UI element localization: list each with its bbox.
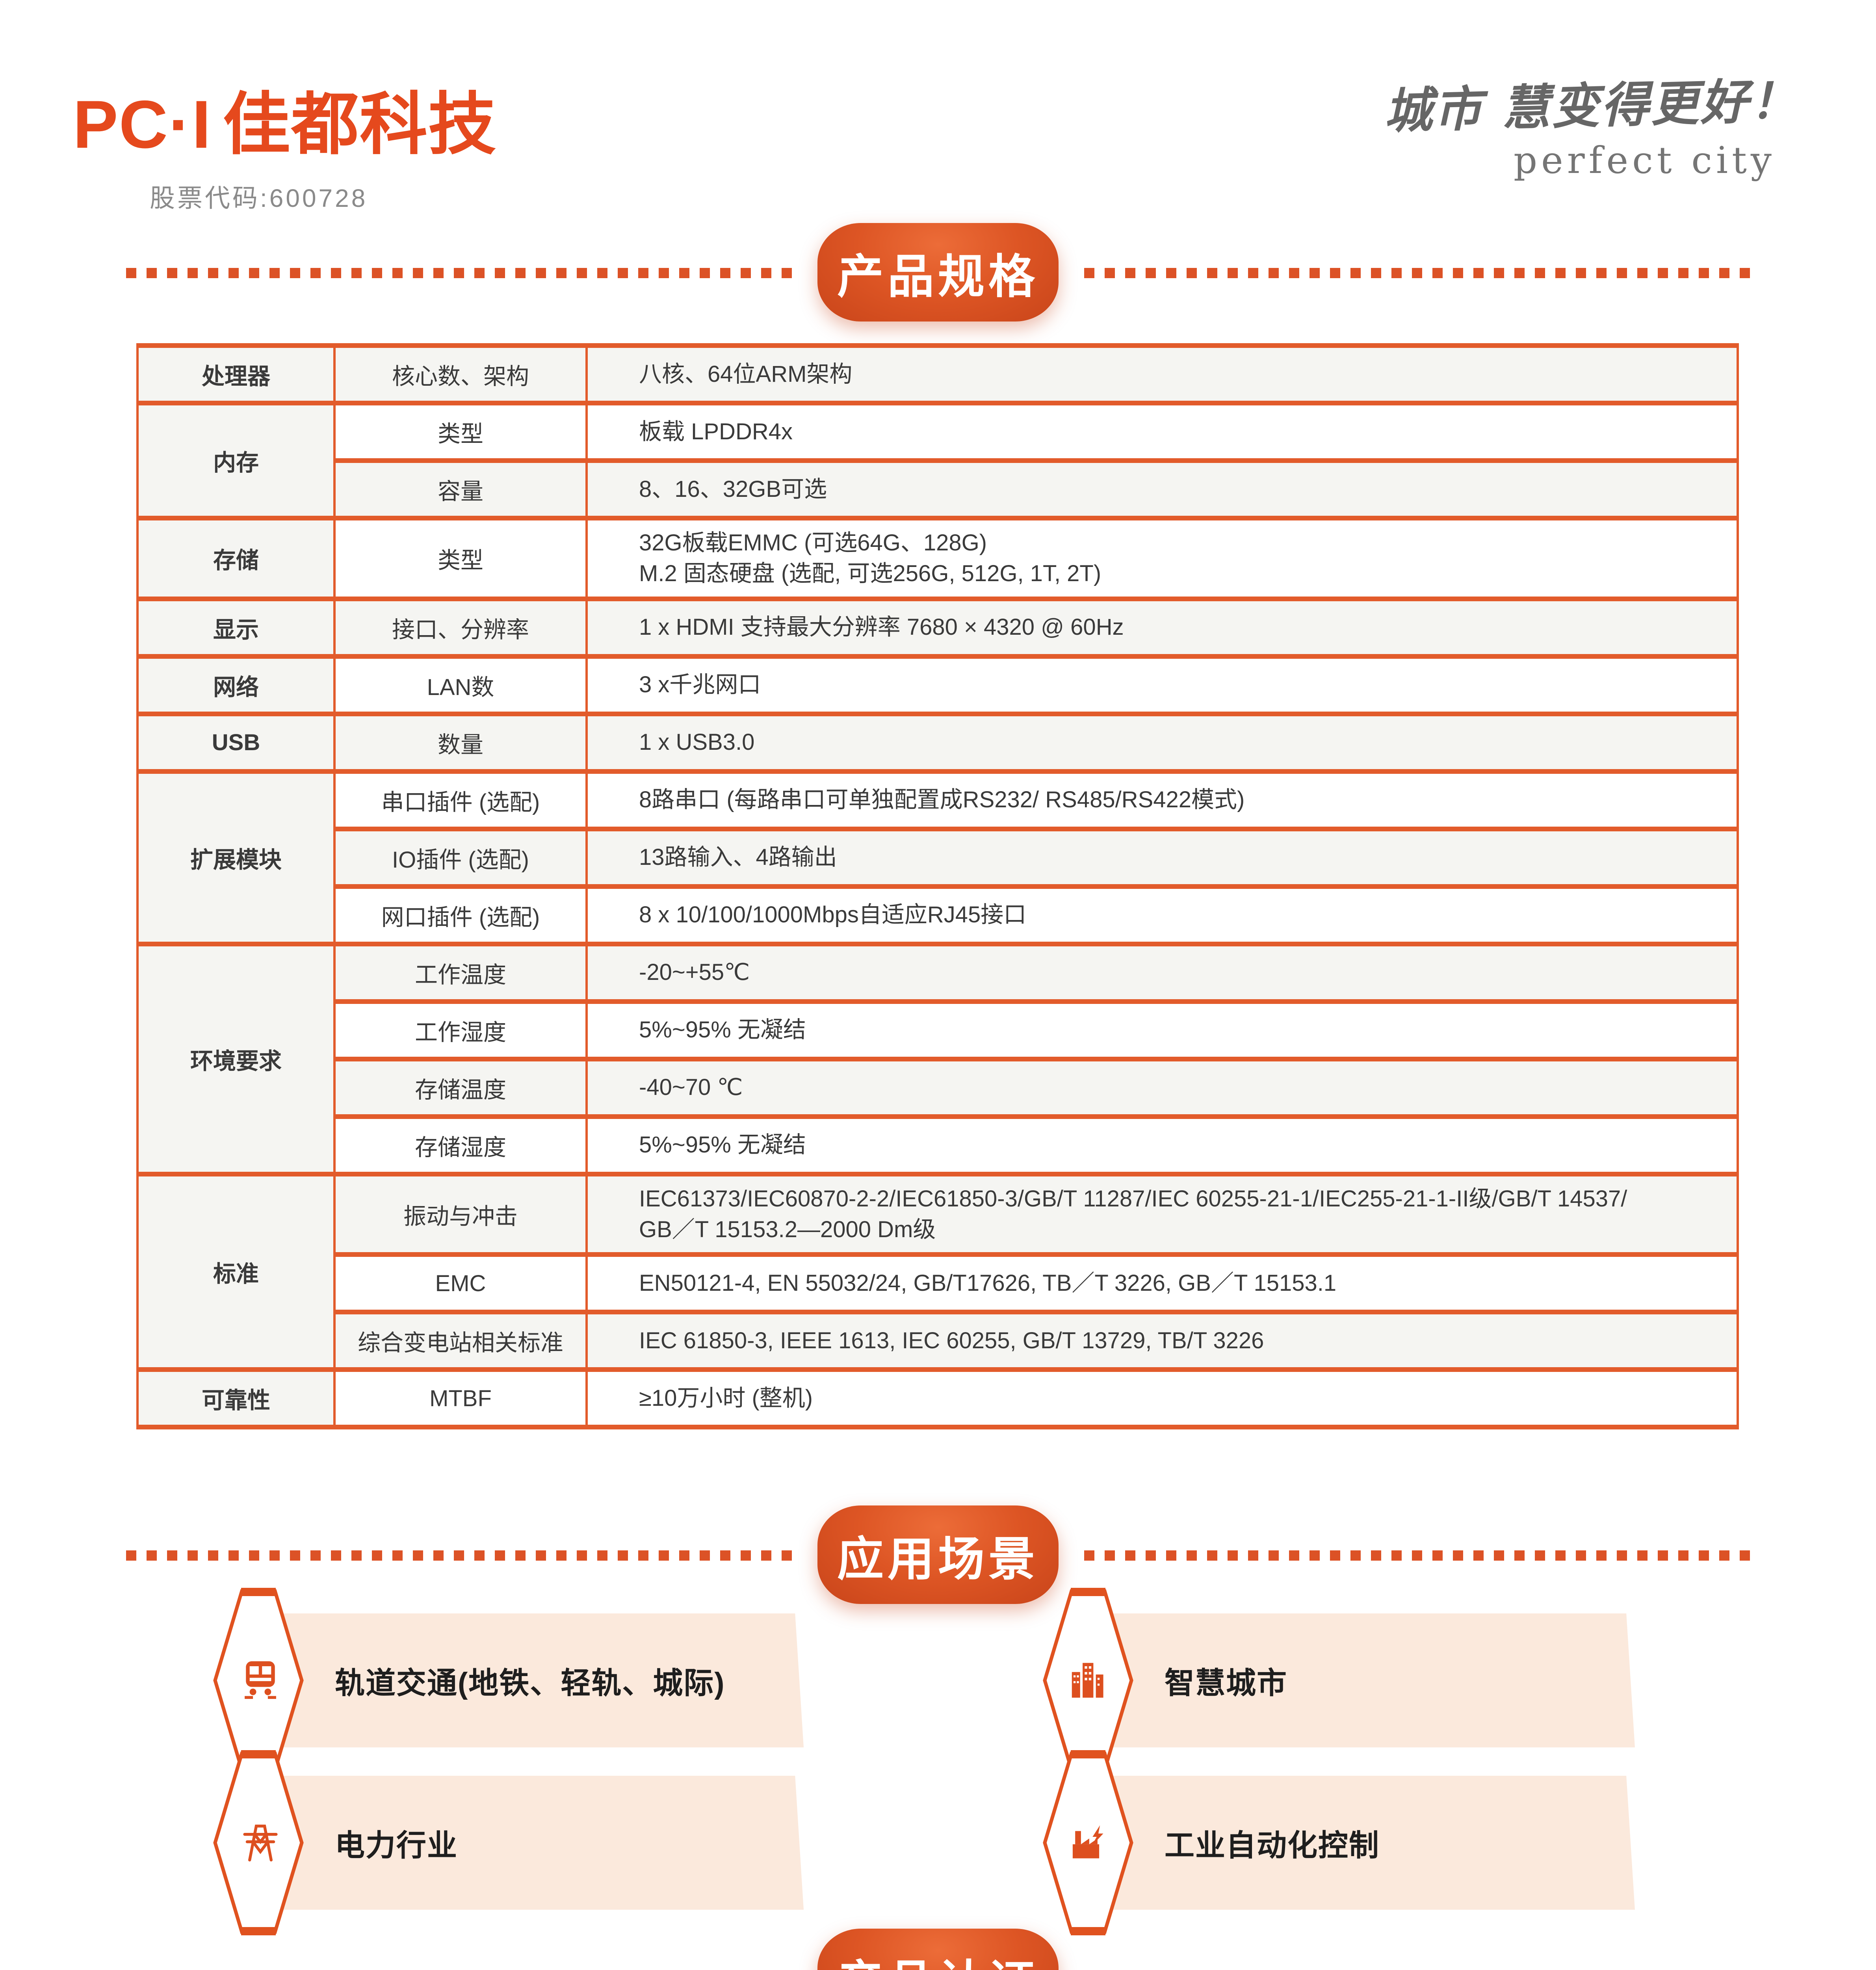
spec-value-cell: ≥10万小时 (整机) bbox=[585, 1367, 1739, 1430]
spec-value-cell: EN50121-4, EN 55032/24, GB/T17626, TB／T … bbox=[585, 1252, 1739, 1315]
spec-value-cell: 3 x千兆网口 bbox=[585, 654, 1739, 716]
spec-row: 显示 接口、分辨率 1 x HDMI 支持最大分辨率 7680 × 4320 @ 6… bbox=[136, 596, 1739, 659]
spec-row: 网络 LAN数 3 x千兆网口 bbox=[136, 654, 1739, 716]
application-icon-hex bbox=[213, 1587, 304, 1775]
spec-value-cell: 板载 LPDDR4x bbox=[585, 401, 1739, 463]
spec-value-cell: 8路串口 (每路串口可单独配置成RS232/ RS485/RS422模式) bbox=[585, 769, 1739, 831]
spec-group-cell: USB bbox=[136, 711, 336, 774]
spec-value-cell: 八核、64位ARM架构 bbox=[585, 343, 1739, 405]
pci-logo-mark: PC·I bbox=[73, 87, 212, 162]
slogan-cn: 城市 慧变得更好！ bbox=[1383, 72, 1800, 139]
spec-param-cell: 工作湿度 bbox=[333, 999, 588, 1061]
slogan: 城市 慧变得更好！ perfect city bbox=[1383, 67, 1800, 182]
spec-row: 容量 8、16、32GB可选 bbox=[137, 458, 1739, 520]
dashed-rule-right bbox=[1084, 1550, 1750, 1561]
spec-param-cell: 综合变电站相关标准 bbox=[333, 1310, 588, 1372]
spec-param-cell: 串口插件 (选配) bbox=[333, 769, 588, 831]
factory-icon bbox=[1043, 1750, 1133, 1936]
spec-row: 标准 振动与冲击 IEC61373/IEC60870-2-2/IEC61850-3/… bbox=[136, 1171, 1739, 1372]
spec-row: 环境要求 工作温度 -20~+55℃ bbox=[136, 941, 1739, 1176]
spec-value-cell: 1 x HDMI 支持最大分辨率 7680 × 4320 @ 60Hz bbox=[585, 596, 1739, 659]
pci-logo: PC·I 佳都科技 bbox=[73, 69, 497, 167]
dashed-rule-left bbox=[126, 268, 792, 278]
spec-group-cell: 存储 bbox=[136, 516, 336, 601]
train-icon bbox=[213, 1587, 304, 1773]
spec-value-cell: 8、16、32GB可选 bbox=[585, 458, 1739, 520]
spec-param-cell: 网口插件 (选配) bbox=[333, 884, 588, 946]
spec-value-cell: 5%~95% 无凝结 bbox=[585, 999, 1739, 1061]
spec-param-cell: EMC bbox=[333, 1252, 588, 1315]
spec-value-cell: -40~70 ℃ bbox=[585, 1056, 1739, 1119]
spec-param-cell: 类型 bbox=[333, 516, 588, 601]
spec-group-cell: 网络 bbox=[136, 654, 336, 716]
application-item: 轨道交通(地铁、轻轨、城际) bbox=[268, 1613, 804, 1747]
application-item: 电力行业 bbox=[268, 1776, 804, 1910]
spec-value-cell: 5%~95% 无凝结 bbox=[585, 1114, 1739, 1176]
spec-group-cell: 处理器 bbox=[136, 343, 336, 405]
spec-group-cell: 扩展模块 bbox=[136, 769, 336, 946]
spec-value-cell: 13路输入、4路输出 bbox=[585, 826, 1739, 889]
spec-param-cell: 工作温度 bbox=[333, 941, 588, 1004]
application-label: 工业自动化控制 bbox=[1165, 1829, 1380, 1862]
slogan-en: perfect city bbox=[1513, 139, 1776, 182]
spec-param-cell: 类型 bbox=[333, 401, 588, 463]
application-label: 智慧城市 bbox=[1165, 1667, 1287, 1700]
spec-param-cell: 容量 bbox=[333, 458, 588, 520]
stock-code: 股票代码:600728 bbox=[150, 184, 368, 212]
spec-table: 处理器 核心数、架构 八核、64位ARM架构 内存 类型 板载 LPDDR4x 容量 8、16… bbox=[136, 343, 1739, 1430]
application-label: 电力行业 bbox=[335, 1829, 458, 1862]
spec-row: IO插件 (选配) 13路输入、4路输出 bbox=[137, 826, 1739, 889]
spec-row: 扩展模块 串口插件 (选配) 8路串口 (每路串口可单独配置成RS232/ RS48… bbox=[136, 769, 1739, 946]
pci-logo-cn: 佳都科技 bbox=[223, 87, 497, 162]
spec-value-cell: -20~+55℃ bbox=[585, 941, 1739, 1004]
spec-value-cell: IEC61373/IEC60870-2-2/IEC61850-3/GB/T 11… bbox=[585, 1171, 1739, 1257]
buildings-icon bbox=[1043, 1587, 1133, 1773]
spec-row: 处理器 核心数、架构 八核、64位ARM架构 bbox=[136, 343, 1739, 405]
spec-param-cell: MTBF bbox=[333, 1367, 588, 1430]
spec-value-cell: 32G板载EMMC (可选64G、128G) M.2 固态硬盘 (选配, 可选2… bbox=[585, 516, 1739, 601]
spec-row: 网口插件 (选配) 8 x 10/100/1000Mbps自适应RJ45接口 bbox=[137, 884, 1739, 946]
spec-group-cell: 标准 bbox=[136, 1171, 336, 1372]
spec-group-cell: 环境要求 bbox=[136, 941, 336, 1176]
spec-param-cell: 核心数、架构 bbox=[333, 343, 588, 405]
dashed-rule-left bbox=[126, 1550, 792, 1561]
application-item: 智慧城市 bbox=[1098, 1613, 1635, 1747]
spec-row: 存储 类型 32G板载EMMC (可选64G、128G) M.2 固态硬盘 (选配,… bbox=[136, 516, 1739, 601]
spec-param-cell: 存储湿度 bbox=[333, 1114, 588, 1176]
application-item: 工业自动化控制 bbox=[1098, 1776, 1635, 1910]
spec-value-cell: 1 x USB3.0 bbox=[585, 711, 1739, 774]
application-icon-hex bbox=[1042, 1587, 1134, 1775]
spec-row: 可靠性 MTBF ≥10万小时 (整机) bbox=[136, 1367, 1739, 1430]
section-badge-apps: 应用场景 bbox=[817, 1505, 1059, 1604]
dashed-rule-right bbox=[1084, 268, 1750, 278]
section-badge-spec: 产品规格 bbox=[817, 223, 1059, 322]
spec-value-cell: 8 x 10/100/1000Mbps自适应RJ45接口 bbox=[585, 884, 1739, 946]
spec-group-cell: 可靠性 bbox=[136, 1367, 336, 1430]
spec-row: 存储温度 -40~70 ℃ bbox=[137, 1056, 1739, 1119]
spec-row: 综合变电站相关标准 IEC 61850-3, IEEE 1613, IEC 602… bbox=[137, 1310, 1739, 1372]
application-label: 轨道交通(地铁、轻轨、城际) bbox=[335, 1667, 725, 1700]
spec-row: USB 数量 1 x USB3.0 bbox=[136, 711, 1739, 774]
spec-param-cell: 存储温度 bbox=[333, 1056, 588, 1119]
application-icon-hex bbox=[213, 1750, 304, 1937]
application-icon-hex bbox=[1042, 1750, 1134, 1937]
spec-param-cell: 振动与冲击 bbox=[333, 1171, 588, 1257]
spec-param-cell: LAN数 bbox=[333, 654, 588, 716]
spec-row: 存储湿度 5%~95% 无凝结 bbox=[137, 1114, 1739, 1176]
spec-group-cell: 显示 bbox=[136, 596, 336, 659]
spec-row: 内存 类型 板载 LPDDR4x bbox=[136, 401, 1739, 520]
spec-row: EMC EN50121-4, EN 55032/24, GB/T17626, TB… bbox=[137, 1252, 1739, 1315]
spec-row: 工作湿度 5%~95% 无凝结 bbox=[137, 999, 1739, 1061]
spec-param-cell: IO插件 (选配) bbox=[333, 826, 588, 889]
section-badge-certs: 产品认证 bbox=[817, 1929, 1059, 1970]
spec-value-cell: IEC 61850-3, IEEE 1613, IEC 60255, GB/T … bbox=[585, 1310, 1739, 1372]
spec-param-cell: 数量 bbox=[333, 711, 588, 774]
spec-param-cell: 接口、分辨率 bbox=[333, 596, 588, 659]
power-tower-icon bbox=[213, 1750, 304, 1936]
spec-group-cell: 内存 bbox=[136, 401, 336, 520]
